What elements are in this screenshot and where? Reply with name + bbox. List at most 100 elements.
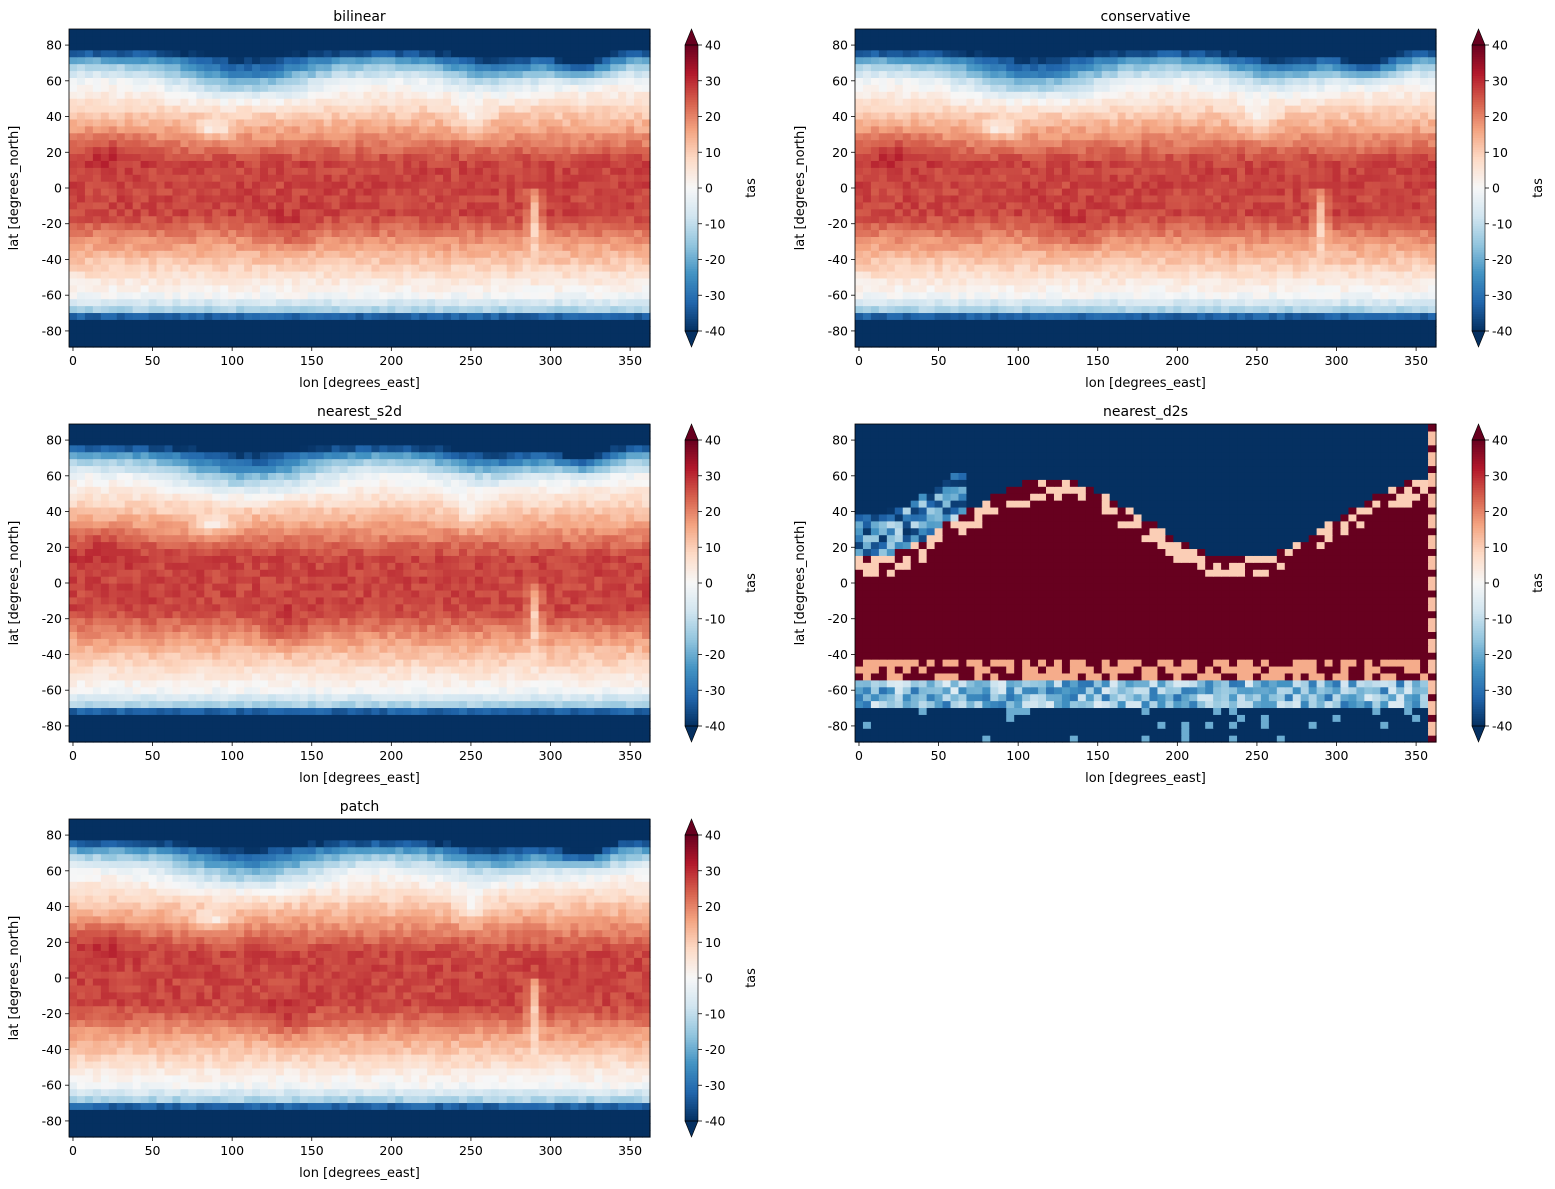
heatmap-cell (1197, 243, 1206, 251)
heatmap-cell (1428, 340, 1437, 348)
heatmap-cell (474, 340, 484, 348)
heatmap-cell (84, 29, 94, 37)
heatmap-cell (594, 160, 603, 168)
heatmap-cell (244, 229, 253, 237)
heatmap-cell (506, 160, 516, 168)
heatmap-cell (124, 111, 134, 120)
heatmap-cell (1077, 250, 1087, 258)
heatmap-cell (514, 264, 524, 272)
heatmap-cell (299, 333, 309, 341)
heatmap-cell (244, 291, 253, 300)
heatmap-cell (331, 29, 341, 37)
heatmap-cell (1046, 229, 1055, 237)
heatmap-cell (1396, 215, 1405, 224)
heatmap-cell (331, 264, 341, 272)
heatmap-cell (538, 105, 548, 113)
heatmap-cell (490, 257, 500, 265)
heatmap-cell (1388, 340, 1397, 348)
heatmap-cell (1372, 264, 1381, 272)
heatmap-cell (196, 243, 205, 251)
heatmap-cell (1292, 243, 1302, 251)
heatmap-cell (260, 250, 269, 258)
heatmap-cell (228, 208, 237, 217)
heatmap-cell (347, 153, 357, 161)
heatmap-cell (228, 257, 237, 265)
heatmap-cell (236, 49, 245, 58)
heatmap-cell (395, 270, 404, 279)
heatmap-cell (443, 174, 452, 182)
heatmap-cell (260, 305, 269, 314)
heatmap-cell (228, 146, 237, 155)
heatmap-cell (411, 319, 420, 327)
heatmap-cell (435, 160, 444, 168)
heatmap-cell (1276, 284, 1286, 293)
heatmap-cell (196, 111, 205, 120)
heatmap-cell (1061, 333, 1071, 341)
heatmap-cell (578, 277, 587, 286)
heatmap-cell (594, 208, 603, 217)
heatmap-cell (570, 63, 579, 72)
heatmap-cell (522, 222, 532, 231)
heatmap-cell (124, 174, 134, 182)
heatmap-cell (315, 264, 325, 272)
heatmap-cell (1077, 257, 1087, 265)
heatmap-cell (466, 125, 476, 134)
heatmap-cell (1404, 229, 1413, 237)
heatmap-cell (1324, 326, 1334, 334)
heatmap-cell (76, 319, 86, 327)
heatmap-cell (1165, 222, 1174, 231)
heatmap-cell (339, 270, 349, 279)
heatmap-cell (538, 257, 548, 265)
heatmap-cell (148, 29, 158, 37)
heatmap-cell (482, 160, 492, 168)
heatmap-cell (490, 250, 500, 258)
heatmap-cell (618, 298, 627, 307)
heatmap-cell (228, 194, 237, 203)
heatmap-cell (283, 305, 293, 314)
heatmap-cell (1237, 277, 1246, 286)
heatmap-cell (634, 215, 643, 224)
heatmap-cell (474, 70, 484, 78)
heatmap-cell (307, 326, 317, 334)
heatmap-cell (252, 236, 261, 244)
heatmap-cell (331, 333, 341, 341)
heatmap-cell (100, 264, 110, 272)
heatmap-cell (910, 236, 920, 244)
heatmap-cell (554, 284, 564, 293)
heatmap-cell (514, 229, 524, 237)
heatmap-cell (514, 188, 524, 196)
heatmap-cell (610, 70, 619, 78)
heatmap-cell (902, 215, 912, 224)
heatmap-cell (84, 84, 94, 92)
heatmap-cell (482, 111, 492, 120)
heatmap-cell (228, 305, 237, 314)
heatmap-cell (562, 250, 572, 258)
heatmap-cell (934, 284, 944, 293)
heatmap-cell (403, 174, 412, 182)
heatmap-cell (212, 229, 221, 237)
heatmap-cell (411, 312, 420, 320)
heatmap-cell (626, 84, 635, 92)
heatmap-cell (1356, 250, 1365, 258)
heatmap-cell (244, 160, 253, 168)
heatmap-cell (228, 250, 237, 258)
heatmap-cell (1109, 319, 1119, 327)
heatmap-cell (244, 312, 253, 320)
heatmap-cell (267, 153, 277, 161)
heatmap-cell (602, 181, 611, 189)
heatmap-cell (918, 326, 928, 334)
heatmap-cell (164, 250, 174, 258)
heatmap-cell (570, 326, 579, 334)
heatmap-cell (140, 153, 150, 161)
heatmap-cell (427, 139, 436, 148)
heatmap-cell (546, 201, 556, 210)
heatmap-cell (950, 250, 960, 258)
heatmap-cell (124, 29, 134, 37)
heatmap-cell (411, 201, 420, 210)
heatmap-cell (156, 243, 166, 251)
heatmap-cell (363, 333, 373, 341)
heatmap-cell (84, 201, 94, 210)
heatmap-cell (132, 333, 142, 341)
heatmap-cell (140, 305, 150, 314)
